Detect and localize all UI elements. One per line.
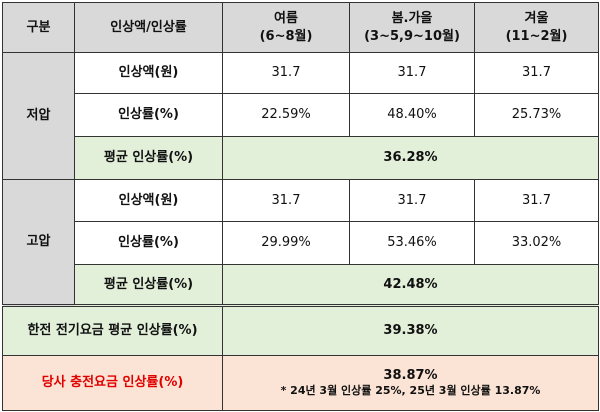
- ours-note: * 24년 3월 인상률 25%, 25년 3월 인상률 13.87%: [280, 384, 541, 398]
- high-voltage-label: 고압: [2, 179, 75, 306]
- low-rate-spring-fall: 48.40%: [349, 93, 475, 137]
- header-winter-months: (11~2월): [505, 28, 568, 44]
- high-avg-row: 평균 인상률(%) 42.48%: [3, 264, 599, 306]
- low-rate-label: 인상률(%): [74, 93, 223, 137]
- ours-label: 당사 충전요금 인상률(%): [2, 355, 223, 411]
- high-rate-summer: 29.99%: [222, 221, 350, 265]
- ours-value: 38.87%: [383, 367, 438, 383]
- header-winter-label: 겨울: [524, 10, 549, 26]
- low-avg-value: 36.28%: [222, 136, 599, 180]
- header-spring-fall-label: 봄.가을: [391, 10, 433, 26]
- low-rate-winter: 25.73%: [474, 93, 599, 137]
- low-voltage-label: 저압: [2, 52, 75, 180]
- high-rate-winter: 33.02%: [474, 221, 599, 265]
- header-summer-label: 여름: [274, 10, 298, 26]
- high-rate-row: 인상률(%) 29.99% 53.46% 33.02%: [3, 221, 599, 265]
- low-amount-summer: 31.7: [222, 52, 350, 94]
- high-amount-spring-fall: 31.7: [349, 179, 475, 222]
- kepco-value: 39.38%: [222, 304, 599, 356]
- low-amount-winter: 31.7: [474, 52, 599, 94]
- kepco-label: 한전 전기요금 평균 인상률(%): [2, 304, 223, 356]
- high-amount-row: 고압 인상액(원) 31.7 31.7 31.7: [2, 179, 599, 306]
- high-avg-label: 평균 인상률(%): [74, 264, 223, 306]
- header-spring-fall: 봄.가을 (3~5,9~10월): [349, 2, 475, 53]
- header-group: 구분: [2, 2, 75, 53]
- header-summer-months: (6~8월): [259, 28, 313, 44]
- ours-value-cell: 38.87% * 24년 3월 인상률 25%, 25년 3월 인상률 13.8…: [222, 355, 599, 411]
- header-summer: 여름 (6~8월): [222, 2, 350, 53]
- low-rate-summer: 22.59%: [222, 93, 350, 137]
- high-avg-value: 42.48%: [222, 264, 599, 306]
- high-amount-winter: 31.7: [474, 179, 599, 222]
- low-amount-row: 저압 인상액(원) 31.7 31.7 31.7: [2, 52, 599, 180]
- low-amount-spring-fall: 31.7: [349, 52, 475, 94]
- low-avg-row: 평균 인상률(%) 36.28%: [3, 136, 599, 180]
- header-winter: 겨울 (11~2월): [474, 2, 599, 53]
- low-amount-label: 인상액(원): [74, 52, 223, 94]
- low-avg-label: 평균 인상률(%): [74, 136, 223, 180]
- header-spring-fall-months: (3~5,9~10월): [364, 28, 460, 44]
- high-rate-label: 인상률(%): [74, 221, 223, 265]
- header-row: 구분 인상액/인상률 여름 (6~8월) 봄.가을 (3~5,9~10월) 겨울…: [2, 2, 599, 53]
- ours-row: 당사 충전요금 인상률(%) 38.87% * 24년 3월 인상률 25%, …: [2, 355, 599, 411]
- high-amount-summer: 31.7: [222, 179, 350, 222]
- high-rate-spring-fall: 53.46%: [349, 221, 475, 265]
- high-amount-label: 인상액(원): [74, 179, 223, 222]
- kepco-row: 한전 전기요금 평균 인상률(%) 39.38%: [2, 304, 599, 356]
- low-rate-row: 인상률(%) 22.59% 48.40% 25.73%: [3, 93, 599, 137]
- header-item: 인상액/인상률: [74, 2, 223, 53]
